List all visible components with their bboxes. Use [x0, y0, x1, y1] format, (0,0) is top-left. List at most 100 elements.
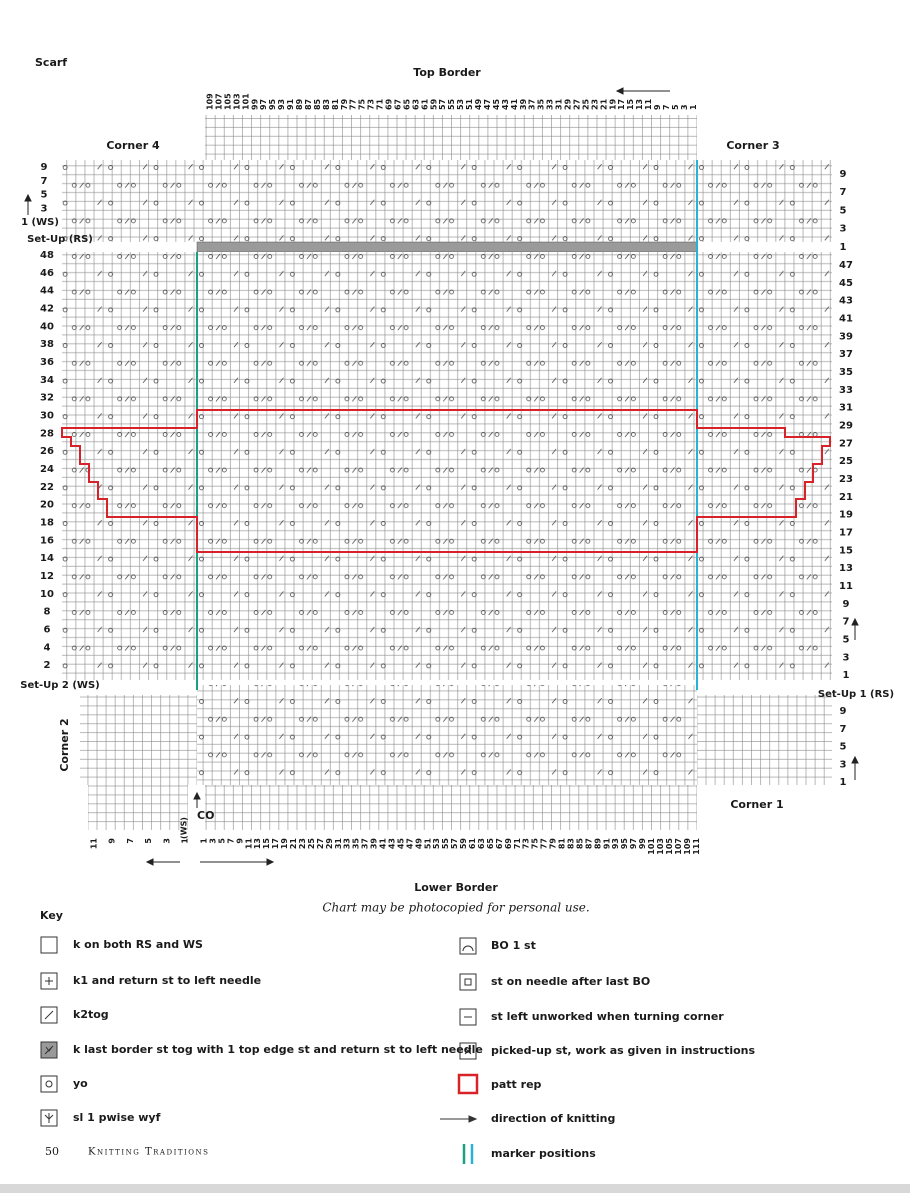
row-number: 7 [843, 617, 850, 628]
key-label: k last border st tog with 1 top edge st … [73, 1043, 483, 1056]
row-number: 5 [840, 742, 847, 753]
column-number: 9 [653, 104, 662, 110]
key-icons [40, 936, 479, 1164]
column-number: 59 [429, 98, 438, 110]
column-number: 105 [223, 93, 232, 110]
row-number: 12 [40, 571, 54, 582]
key-label: patt rep [491, 1078, 542, 1091]
label: Corner 1 [730, 798, 783, 811]
row-number: 37 [839, 349, 853, 360]
row-number: 14 [40, 553, 54, 564]
row-number: 2 [44, 660, 51, 671]
column-number: 27 [316, 838, 325, 849]
column-number: 75 [358, 98, 367, 110]
row-number: 10 [40, 589, 54, 600]
column-number: 11 [90, 838, 99, 850]
column-number: 77 [349, 99, 358, 110]
column-number: 107 [674, 838, 683, 855]
row-number: 45 [839, 278, 853, 289]
column-number: 97 [629, 838, 638, 849]
column-number: 63 [477, 838, 486, 849]
row-label: Set-Up 2 (WS) [20, 680, 100, 691]
column-number: 5 [144, 838, 153, 844]
row-number: 16 [40, 535, 54, 546]
column-number: 1 [181, 838, 190, 844]
row-number: 3 [41, 203, 48, 214]
page-number: 50 [45, 1145, 59, 1158]
row-number: 11 [839, 581, 853, 592]
row-label: 1 (WS) [21, 217, 59, 228]
row-number: 5 [840, 205, 847, 216]
column-number: 81 [558, 838, 567, 850]
row-number: 42 [40, 303, 54, 314]
top-border-grid [62, 115, 832, 830]
column-number: 29 [325, 838, 334, 850]
column-number: 27 [572, 99, 581, 110]
row-number: 44 [40, 286, 54, 297]
column-number: 21 [289, 838, 298, 850]
column-number: 95 [268, 98, 277, 110]
column-number: 11 [244, 838, 253, 850]
row-number: 29 [839, 420, 853, 431]
row-number: 47 [839, 260, 853, 271]
column-number: 7 [662, 104, 671, 110]
column-number: 95 [620, 838, 629, 850]
column-number: 47 [405, 838, 414, 849]
column-number: 89 [295, 98, 304, 110]
row-number: 17 [839, 527, 853, 538]
row-number: 43 [839, 296, 853, 307]
column-number: 33 [546, 99, 555, 110]
column-number: 11 [644, 98, 653, 110]
column-number: 61 [420, 98, 429, 110]
column-number: 53 [432, 838, 441, 849]
column-number: 39 [519, 98, 528, 110]
direction-arrows [24, 87, 859, 866]
column-number: 51 [423, 838, 432, 850]
column-number: 99 [250, 98, 259, 110]
column-number: 109 [683, 838, 692, 855]
column-number: 39 [370, 838, 379, 850]
column-number: 25 [581, 98, 590, 110]
key-label: sl 1 pwise wyf [73, 1111, 161, 1124]
column-number: 49 [474, 98, 483, 110]
column-number: 43 [501, 99, 510, 110]
row-number: 3 [843, 652, 850, 663]
column-number: 37 [361, 838, 370, 849]
column-number: 53 [456, 99, 465, 110]
key-label: k2tog [73, 1008, 109, 1021]
row-number: 46 [40, 268, 54, 279]
column-number: 75 [531, 838, 540, 850]
row-number: 5 [843, 634, 850, 645]
column-number: 83 [322, 99, 331, 110]
column-number: 35 [352, 838, 361, 850]
row-number: 39 [839, 331, 853, 342]
column-number: 101 [647, 838, 656, 855]
column-number: 9 [108, 838, 117, 844]
row-number: 1 [840, 777, 847, 788]
row-number: 5 [41, 190, 48, 201]
row-number: 7 [840, 187, 847, 198]
row-number: 3 [840, 759, 847, 770]
column-number: 103 [232, 93, 241, 110]
column-number: 41 [379, 838, 388, 850]
key-label: st on needle after last BO [491, 975, 650, 988]
column-number: 31 [334, 838, 343, 850]
row-number: 13 [839, 563, 853, 574]
column-number: 77 [540, 838, 549, 849]
column-number: 15 [262, 838, 271, 850]
key-title: Key [40, 909, 63, 922]
column-number: 105 [665, 838, 674, 855]
column-number: 97 [259, 99, 268, 110]
row-number: 33 [839, 385, 853, 396]
column-number: 51 [465, 98, 474, 110]
row-number: 34 [40, 375, 54, 386]
column-number: 69 [504, 838, 513, 850]
row-number: 26 [40, 446, 54, 457]
column-number: 63 [411, 99, 420, 110]
column-number: 3 [680, 104, 689, 110]
column-number: 15 [626, 98, 635, 110]
row-number: 25 [839, 456, 853, 467]
patt-rep-outline [61, 409, 831, 553]
column-number: 91 [602, 838, 611, 850]
key-label: yo [73, 1077, 88, 1090]
